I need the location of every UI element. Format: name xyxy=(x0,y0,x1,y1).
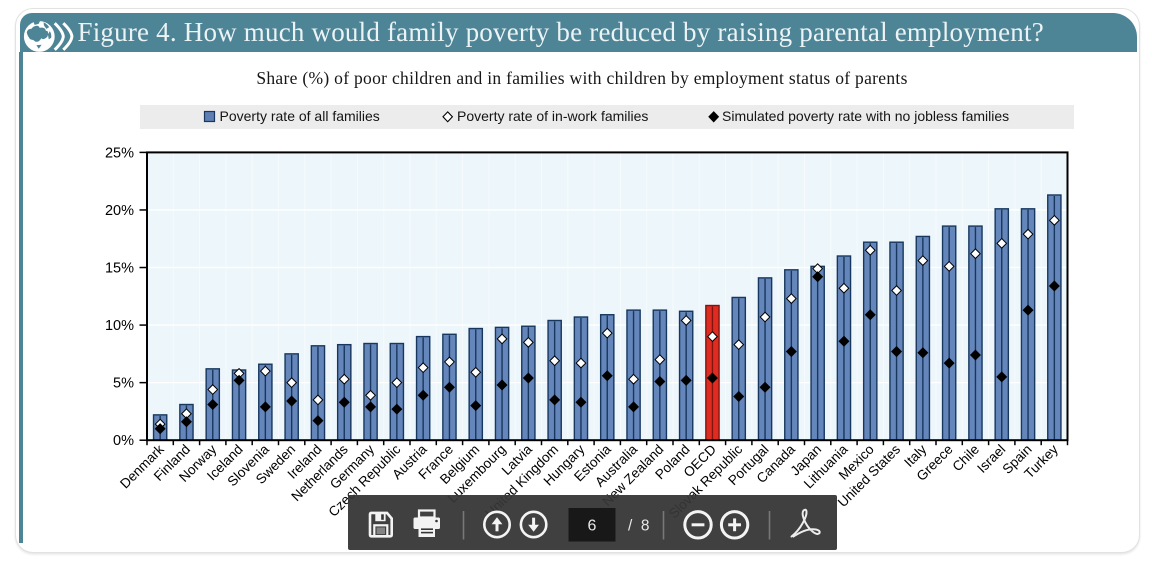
svg-text:6: 6 xyxy=(587,517,596,534)
svg-text:/ 8: / 8 xyxy=(628,517,650,534)
